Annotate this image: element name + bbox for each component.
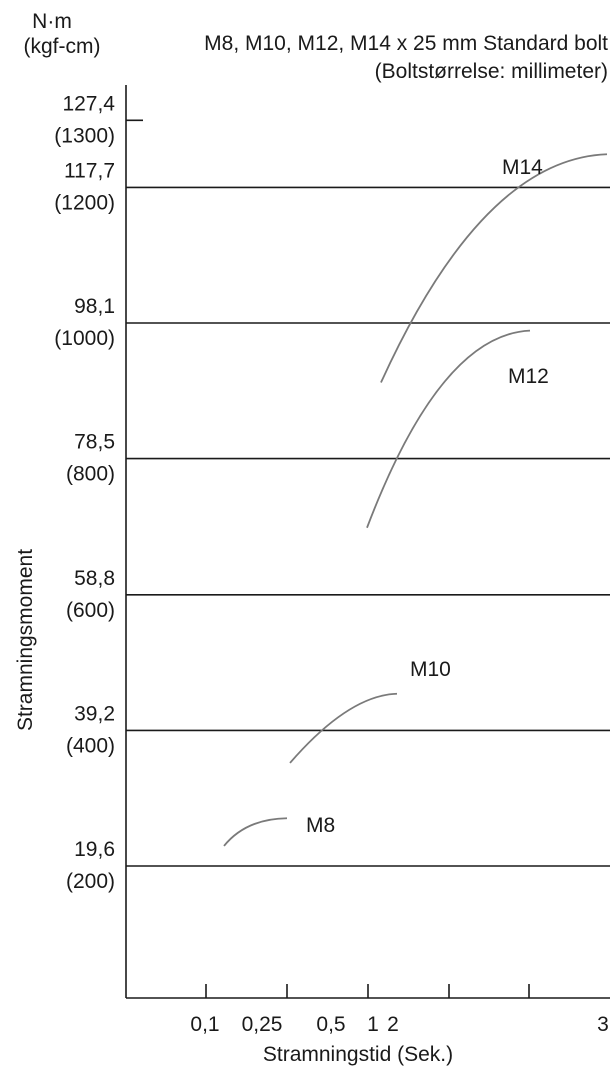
x-tick-label: 3 <box>597 1013 609 1036</box>
y-tick-label: 39,2 <box>74 702 115 725</box>
x-tick-label: 1 <box>367 1013 379 1036</box>
series-line-m12 <box>366 329 531 529</box>
y-tick-label-secondary: (800) <box>66 463 115 486</box>
y-tick-label: 98,1 <box>74 295 115 318</box>
y-tick-label-secondary: (400) <box>66 734 115 757</box>
x-axis-label: Stramningstid (Sek.) <box>263 1043 453 1066</box>
data-series: M8 M10 M12 M14 <box>223 153 608 847</box>
y-tick-label-secondary: (1300) <box>54 124 115 147</box>
series-line-m8 <box>223 817 288 847</box>
y-tick-label-secondary: (1200) <box>54 191 115 214</box>
series-line-m10 <box>289 692 398 764</box>
y-unit-primary: N·m <box>32 10 72 33</box>
y-tick-label: 117,7 <box>64 159 115 182</box>
x-tick-label: 2 <box>387 1013 399 1036</box>
series-label-m10: M10 <box>410 658 451 681</box>
y-unit-secondary: (kgf-cm) <box>24 35 101 58</box>
x-tick-label: 0,1 <box>190 1013 219 1036</box>
x-tick-label: 0,5 <box>316 1013 345 1036</box>
y-axis-label: Stramningsmoment <box>14 549 37 731</box>
x-tick-label: 0,25 <box>242 1013 283 1036</box>
x-ticks: 0,1 0,25 0,5 1 2 3 <box>190 984 609 1036</box>
gridlines <box>126 119 610 867</box>
y-tick-label: 58,8 <box>74 567 115 590</box>
y-tick-label: 78,5 <box>74 431 115 454</box>
y-tick-label: 127,4 <box>62 92 115 115</box>
chart-title: M8, M10, M12, M14 x 25 mm Standard bolt <box>204 32 608 55</box>
y-tick-label-secondary: (600) <box>66 599 115 622</box>
y-tick-label-secondary: (1000) <box>54 327 115 350</box>
series-label-m14: M14 <box>502 156 543 179</box>
chart-subtitle: (Boltstørrelse: millimeter) <box>375 60 608 83</box>
y-tick-labels: 19,6 (200) 39,2 (400) 58,8 (600) 78,5 (800) 98,1… <box>54 92 115 893</box>
y-tick-label-secondary: (200) <box>66 870 115 893</box>
series-line-m14 <box>380 153 608 383</box>
series-label-m12: M12 <box>508 365 549 388</box>
series-label-m8: M8 <box>306 814 335 837</box>
y-tick-label: 19,6 <box>74 838 115 861</box>
